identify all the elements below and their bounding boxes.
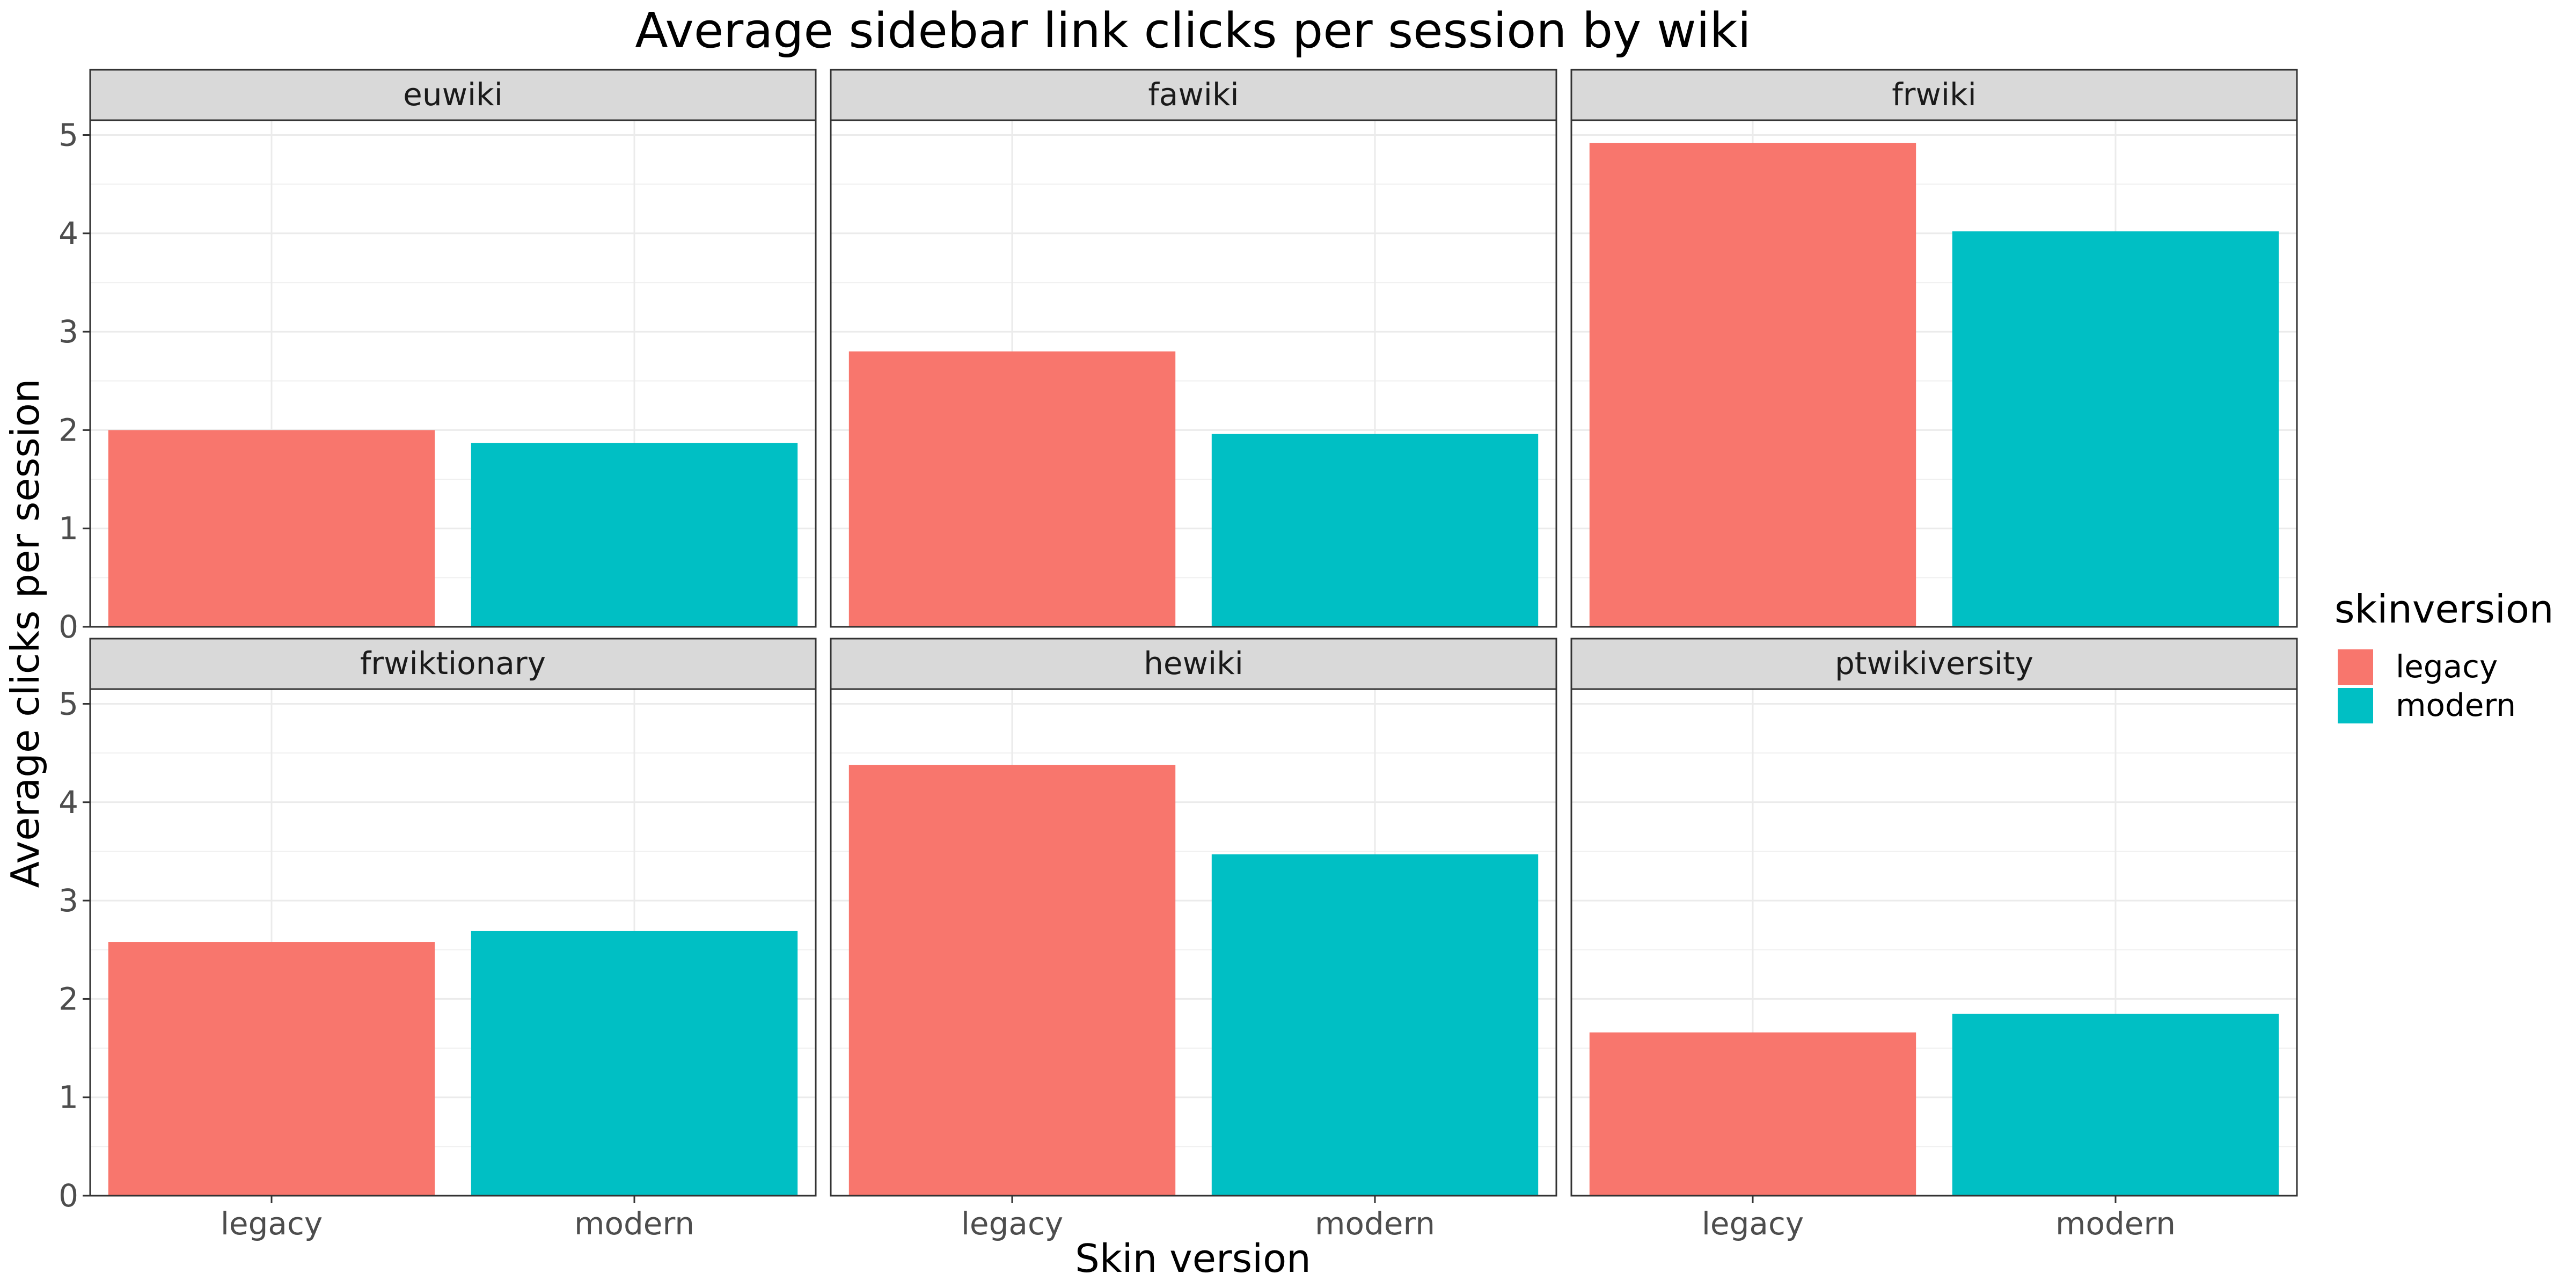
y-tick-label: 5	[58, 116, 78, 153]
facet-panel-hewiki: hewiki legacy modern	[830, 638, 1557, 1242]
legend-swatch-modern	[2338, 688, 2373, 723]
x-tick-label: legacy	[1702, 1205, 1804, 1242]
facet-strip-label: hewiki	[1144, 645, 1243, 682]
panel-border	[89, 119, 817, 628]
panel-border	[1570, 688, 2298, 1197]
y-axis-title: Average clicks per session	[3, 379, 48, 888]
bar-hewiki-legacy	[848, 765, 1176, 1196]
facet-strip	[830, 638, 1557, 690]
facet-strip	[89, 638, 817, 690]
facet-panel-ptwikiversity: ptwikiversity legacy modern	[1570, 638, 2298, 1242]
bar-euwiki-legacy	[108, 430, 435, 627]
facet-strip-label: ptwikiversity	[1835, 645, 2033, 682]
y-tick-label: 2	[58, 412, 78, 448]
x-tick-label: modern	[2055, 1205, 2176, 1242]
facet-panel-euwiki: euwiki 0 1 2 3 4 5	[58, 69, 817, 645]
bar-frwiki-legacy	[1589, 143, 1916, 627]
x-tick-label: modern	[574, 1205, 694, 1242]
facet-panel-fawiki: fawiki	[830, 69, 1557, 628]
facet-strip-label: frwiki	[1892, 76, 1977, 113]
panel-border	[830, 688, 1557, 1197]
facet-strip-label: fawiki	[1148, 76, 1239, 113]
bar-frwiki-modern	[1952, 231, 2279, 627]
y-tick-label: 4	[58, 215, 78, 252]
legend-label-modern: modern	[2396, 687, 2516, 723]
panel-border	[89, 688, 817, 1197]
y-tick-label: 0	[58, 1177, 78, 1214]
legend-swatch-legacy	[2338, 649, 2373, 685]
panel-border	[1570, 119, 2298, 628]
bar-ptwikiversity-legacy	[1589, 1032, 1916, 1196]
facet-strip-label: euwiki	[403, 76, 503, 113]
facet-strip	[89, 69, 817, 121]
x-tick-label: legacy	[961, 1205, 1063, 1242]
bar-ptwikiversity-modern	[1952, 1013, 2279, 1196]
panel-border	[830, 119, 1557, 628]
facet-panels: euwiki 0 1 2 3 4 5 fawiki frwiki frwiktionary 0 1 2 3…	[58, 69, 2298, 1242]
y-tick-label: 4	[58, 784, 78, 821]
bar-fawiki-legacy	[848, 351, 1176, 627]
bar-frwiktionary-legacy	[108, 942, 435, 1196]
y-tick-label: 5	[58, 685, 78, 722]
bar-fawiki-modern	[1211, 434, 1539, 627]
y-tick-label: 0	[58, 609, 78, 645]
x-tick-label: modern	[1315, 1205, 1435, 1242]
y-tick-label: 3	[58, 882, 78, 919]
chart-title: Average sidebar link clicks per session …	[635, 3, 1751, 59]
legend-label-legacy: legacy	[2396, 648, 2498, 685]
bar-frwiktionary-modern	[471, 931, 798, 1196]
bar-euwiki-modern	[471, 443, 798, 627]
facet-strip	[1570, 638, 2298, 690]
y-tick-label: 2	[58, 980, 78, 1017]
y-tick-label: 3	[58, 313, 78, 350]
facet-strip	[1570, 69, 2298, 121]
x-axis-title: Skin version	[1075, 1236, 1311, 1281]
y-tick-label: 1	[58, 510, 78, 547]
facet-strip-label: frwiktionary	[360, 645, 546, 682]
facet-strip	[830, 69, 1557, 121]
x-tick-label: legacy	[221, 1205, 323, 1242]
y-tick-label: 1	[58, 1079, 78, 1116]
bar-hewiki-modern	[1211, 854, 1539, 1196]
legend-title: skinversion	[2334, 587, 2554, 632]
facet-panel-frwiki: frwiki	[1570, 69, 2298, 628]
facet-panel-frwiktionary: frwiktionary 0 1 2 3 4 5 legacy modern	[58, 638, 817, 1242]
